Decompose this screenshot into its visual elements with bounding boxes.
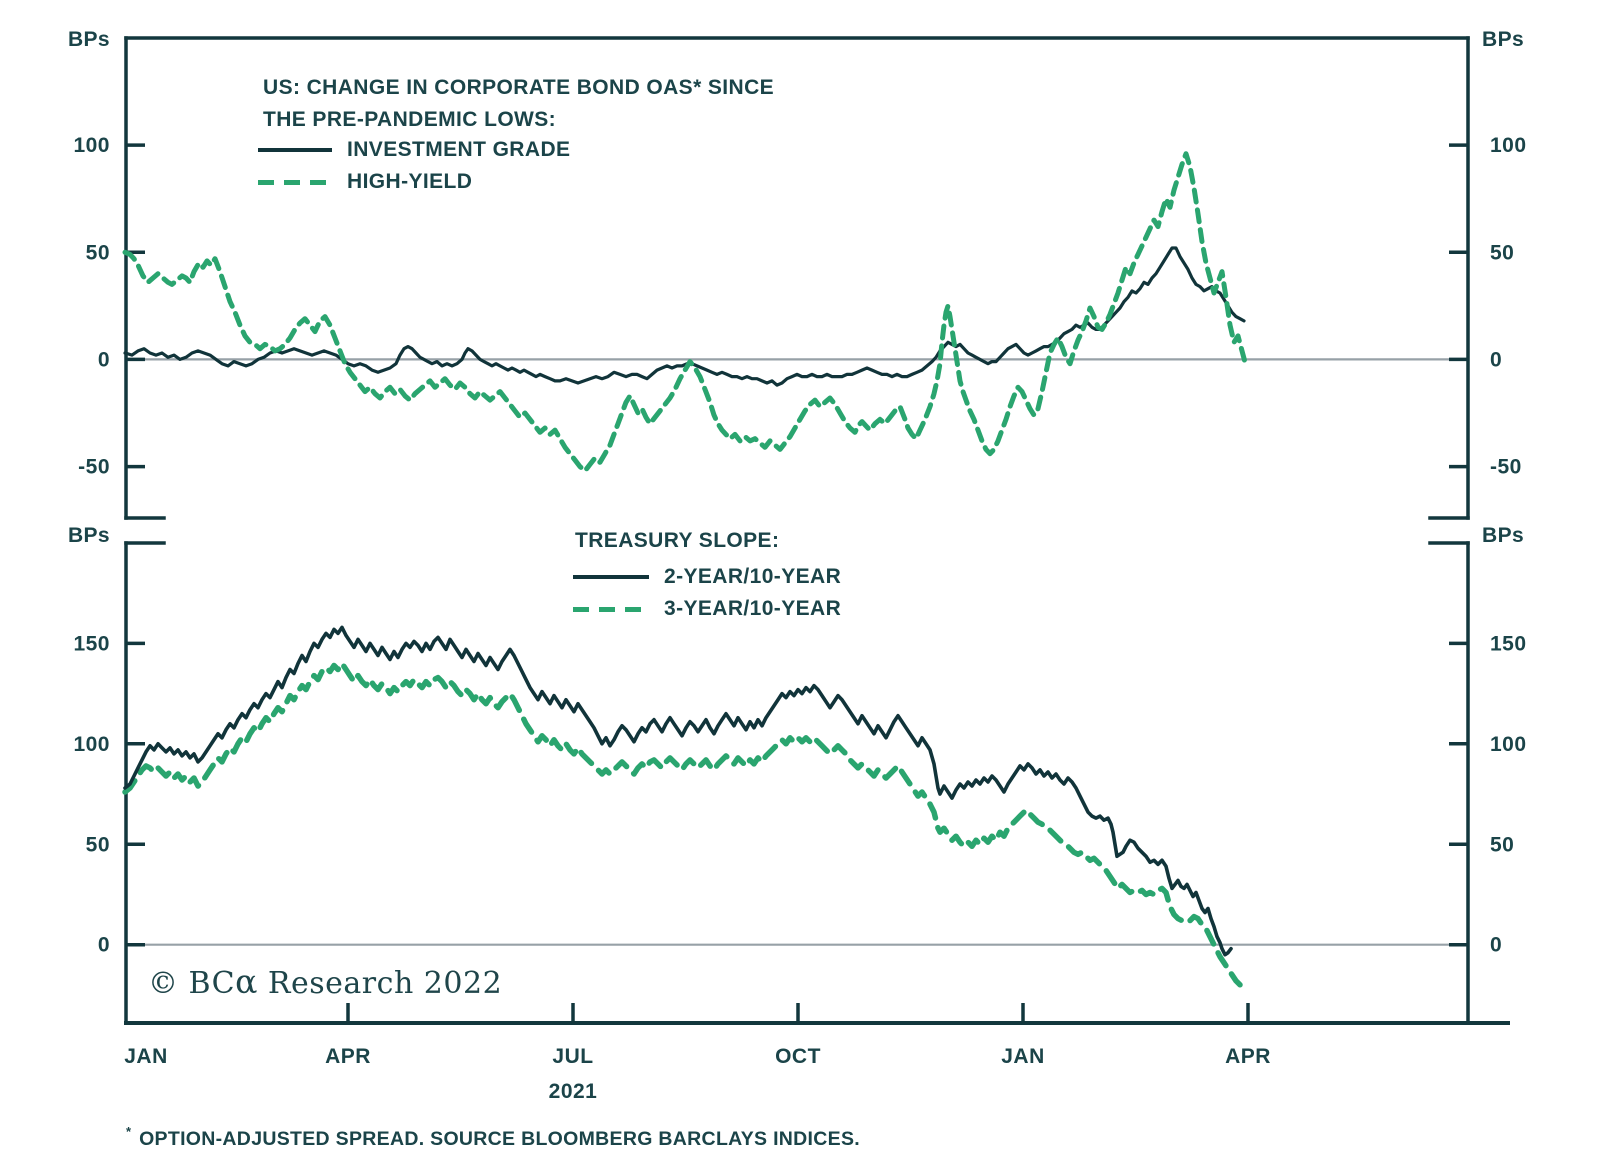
legend-label: HIGH-YIELD bbox=[347, 170, 473, 193]
top-title-line-2: THE PRE-PANDEMIC LOWS: bbox=[263, 108, 557, 131]
bottom-panel-title: TREASURY SLOPE: bbox=[575, 529, 780, 552]
y-tick-label-right: 0 bbox=[1490, 934, 1502, 957]
y-tick-label-right: 0 bbox=[1490, 348, 1502, 371]
dashed-line-sample bbox=[258, 179, 332, 185]
legend-label: 2-YEAR/10-YEAR bbox=[664, 565, 842, 588]
y-tick-label-left: 100 bbox=[73, 733, 110, 756]
y-tick-label-left: 50 bbox=[86, 833, 110, 856]
unit-label-top-left: BPs bbox=[67, 28, 110, 51]
y-tick-label-right: 100 bbox=[1490, 733, 1527, 756]
legend-high-yield: HIGH-YIELD bbox=[258, 166, 472, 198]
legend-3y-10y: 3-YEAR/10-YEAR bbox=[573, 593, 841, 625]
footnote-text: OPTION-ADJUSTED SPREAD. SOURCE BLOOMBERG… bbox=[133, 1128, 860, 1150]
copyright-bca-research: © BCα Research 2022 bbox=[148, 962, 502, 1001]
x-tick-label: JUL bbox=[552, 1045, 593, 1068]
footnote-asterisk: * bbox=[126, 1124, 132, 1139]
x-tick-label: APR bbox=[1225, 1045, 1271, 1068]
y-tick-label-right: 150 bbox=[1490, 632, 1527, 655]
top-panel-title: US: CHANGE IN CORPORATE BOND OAS* SINCE … bbox=[263, 72, 774, 136]
copyright-prefix: © BC bbox=[148, 966, 236, 1001]
alpha-glyph: α bbox=[235, 962, 258, 1001]
copyright-suffix: Research 2022 bbox=[257, 966, 503, 1001]
year-label: 2021 bbox=[549, 1080, 598, 1103]
unit-label-top-right: BPs bbox=[1482, 28, 1525, 51]
y-tick-label-left: 0 bbox=[98, 934, 110, 957]
y-tick-label-right: 100 bbox=[1490, 134, 1527, 157]
y-tick-label-right: 50 bbox=[1490, 833, 1514, 856]
legend-label: INVESTMENT GRADE bbox=[347, 138, 571, 161]
legend-investment-grade: INVESTMENT GRADE bbox=[258, 134, 570, 166]
x-tick-label: APR bbox=[325, 1045, 371, 1068]
solid-line-sample bbox=[258, 148, 332, 152]
unit-label-bottom-right: BPs bbox=[1482, 524, 1525, 547]
series-high-yield bbox=[122, 151, 1249, 474]
y-tick-label-left: 0 bbox=[98, 348, 110, 371]
unit-label-bottom-left: BPs bbox=[67, 524, 110, 547]
y-tick-label-right: 50 bbox=[1490, 241, 1514, 264]
x-tick-label: OCT bbox=[775, 1045, 821, 1068]
x-tick-label: JAN bbox=[124, 1045, 168, 1068]
series-3-year-10-year bbox=[122, 660, 1243, 988]
y-tick-label-left: 150 bbox=[73, 632, 110, 655]
legend-2y-10y: 2-YEAR/10-YEAR bbox=[573, 561, 841, 593]
dashed-line-sample bbox=[573, 606, 649, 612]
solid-line-sample bbox=[573, 575, 649, 579]
x-tick-label: JAN bbox=[1001, 1045, 1045, 1068]
y-tick-label-right: -50 bbox=[1490, 456, 1522, 479]
legend-label: 3-YEAR/10-YEAR bbox=[664, 597, 842, 620]
series-investment-grade bbox=[123, 246, 1246, 387]
y-tick-label-left: 50 bbox=[86, 241, 110, 264]
footnote: * OPTION-ADJUSTED SPREAD. SOURCE BLOOMBE… bbox=[126, 1124, 860, 1151]
series-2-year-10-year bbox=[123, 625, 1233, 957]
y-tick-label-left: -50 bbox=[78, 456, 110, 479]
top-title-line-1: US: CHANGE IN CORPORATE BOND OAS* SINCE bbox=[263, 76, 775, 99]
y-tick-label-left: 100 bbox=[73, 134, 110, 157]
